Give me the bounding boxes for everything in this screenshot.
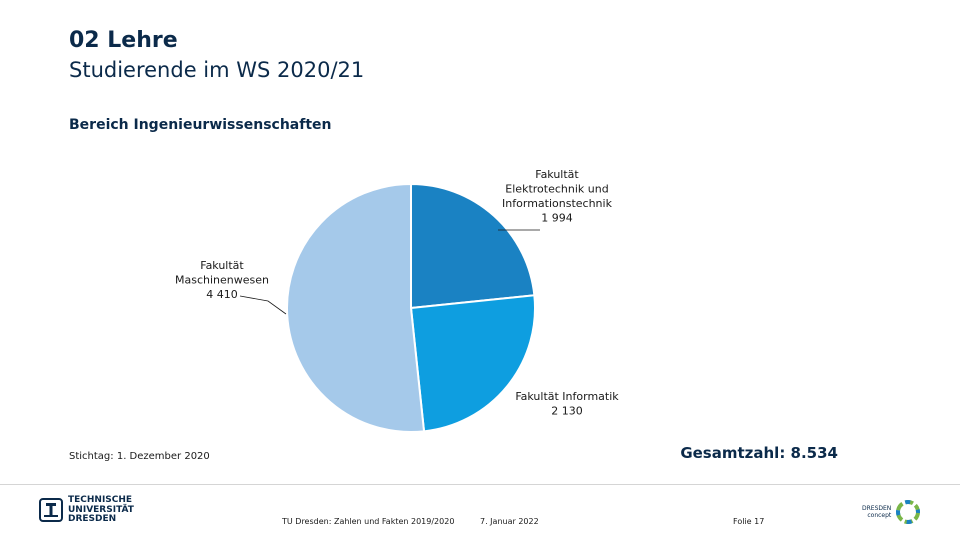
pie-slice-1: [410, 182, 536, 310]
slice-label-2: Fakultät Informatik 2 130: [515, 390, 619, 418]
footer-date: 7. Januar 2022: [480, 517, 539, 526]
slice-labels: Fakultät Elektrotechnik und Informationste…: [175, 168, 619, 418]
logo-line-2: UNIVERSITÄT: [68, 504, 134, 515]
slice-label-line: 2 130: [551, 405, 583, 418]
leader-line-3: [239, 295, 287, 315]
dc-logo-line-2: concept: [867, 512, 892, 519]
logo-line-1: TECHNISCHE: [68, 495, 133, 505]
slice-label-line: Maschinenwesen: [175, 274, 269, 287]
tu-dresden-logo: TECHNISCHE UNIVERSITÄT DRESDEN: [38, 495, 134, 525]
pie-slices: [286, 182, 536, 433]
slice-label-line: 4 410: [206, 288, 238, 301]
slice-label-line: Fakultät: [535, 168, 579, 181]
pie-chart: Fakultät Elektrotechnik und Informationste…: [175, 168, 619, 433]
dresden-concept-logo: DRESDEN concept: [862, 499, 921, 525]
section-heading: Bereich Ingenieurwissenschaften: [69, 117, 332, 133]
reference-date-note: Stichtag: 1. Dezember 2020: [69, 451, 210, 462]
pie-slice-3: [286, 182, 426, 433]
tu-dresden-emblem-icon: [39, 498, 63, 523]
dresden-concept-emblem-icon: [896, 500, 921, 524]
slice-label-line: Fakultät: [200, 259, 244, 272]
logo-line-3: DRESDEN: [68, 514, 117, 524]
footer-source: TU Dresden: Zahlen und Fakten 2019/2020: [282, 517, 455, 526]
page-subtitle: Studierende im WS 2020/21: [69, 58, 365, 82]
page-number: Folie 17: [733, 517, 765, 526]
slice-label-line: Fakultät Informatik: [515, 390, 619, 403]
pie-slice-2: [409, 294, 536, 433]
footer-divider: [0, 484, 960, 485]
slice-label-line: 1 994: [541, 212, 573, 225]
page-title: 02 Lehre: [69, 28, 178, 53]
slice-label-1: Fakultät Elektrotechnik und Informationste…: [502, 168, 613, 225]
slice-label-3: Fakultät Maschinenwesen 4 410: [175, 259, 269, 301]
total-count: Gesamtzahl: 8.534: [680, 444, 838, 462]
leader-lines: [239, 229, 540, 315]
dc-logo-line-1: DRESDEN: [862, 505, 892, 512]
slice-label-line: Elektrotechnik und: [505, 183, 608, 196]
slice-label-line: Informationstechnik: [502, 197, 613, 210]
